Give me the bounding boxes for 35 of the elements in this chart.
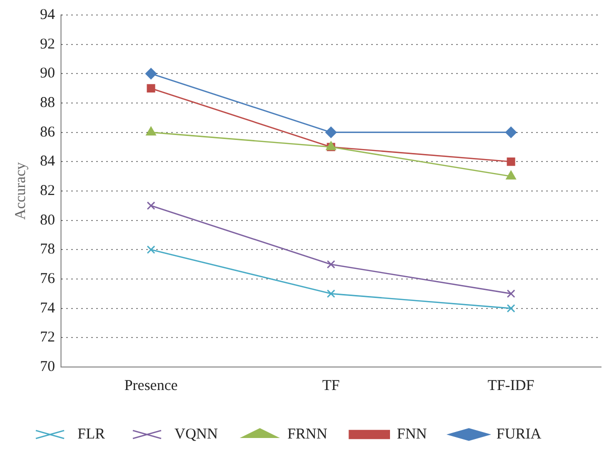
y-tick-label: 76: [40, 270, 56, 287]
point: [146, 126, 156, 136]
point: [506, 157, 516, 166]
point: [326, 260, 336, 269]
y-tick-label: 88: [40, 94, 55, 111]
point: [146, 245, 156, 254]
legend-label: FLR: [78, 426, 106, 442]
y-axis-title: Accuracy: [12, 162, 29, 220]
y-tick-label: 82: [40, 182, 55, 199]
y-tick-label: 92: [40, 36, 55, 52]
legend-label: FRNN: [287, 426, 328, 442]
y-tick-label: 78: [40, 242, 55, 258]
y-tick-label: 94: [40, 6, 56, 23]
x-tick-label: TF-IDF: [488, 378, 534, 394]
y-tick-label: 74: [40, 300, 56, 316]
y-tick-label: 70: [40, 358, 55, 375]
point: [506, 289, 516, 298]
y-tick-label: 80: [40, 212, 55, 228]
legend-label: VQNN: [174, 426, 218, 442]
point: [505, 126, 517, 138]
x-tick-label: Presence: [124, 378, 178, 394]
y-tick-label: 72: [40, 330, 55, 346]
point: [326, 289, 336, 298]
point: [146, 84, 156, 93]
y-tick-label: 90: [40, 66, 55, 82]
point: [325, 126, 337, 138]
point: [506, 170, 516, 180]
legend-label: FURIA: [496, 426, 542, 442]
y-tick-label: 84: [40, 154, 56, 170]
point: [146, 201, 156, 210]
legend-label: FNN: [396, 426, 428, 442]
point: [506, 304, 516, 313]
y-tick-label: 86: [40, 124, 56, 140]
point: [145, 68, 157, 80]
x-tick-label: TF: [322, 378, 340, 394]
